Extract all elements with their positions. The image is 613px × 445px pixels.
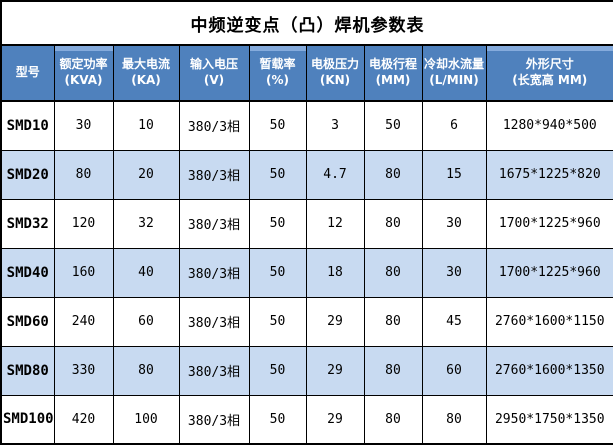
cell-max-current: 100 [112,394,180,445]
cell-rated-power: 80 [53,149,114,200]
model-name: SMD32 [0,198,55,249]
table-row-smd20: SMD20 80 20 380/3相 50 4.7 80 15 1675*122… [0,149,613,200]
model-name: SMD10 [0,100,55,151]
cell-rated-power: 240 [53,296,114,347]
cell-duty-cycle: 50 [248,394,307,445]
cell-electrode-stroke: 80 [363,198,423,249]
cell-input-voltage: 380/3相 [178,345,250,396]
table-row-smd10: SMD10 30 10 380/3相 50 3 50 6 1280*940*50… [0,100,613,151]
model-name: SMD60 [0,296,55,347]
col-header-dimensions: 外形尺寸 (长宽高 MM) [485,44,613,102]
cell-dimensions: 2760*1600*1150 [485,296,613,347]
cell-cooling-water-flow: 45 [421,296,487,347]
cell-input-voltage: 380/3相 [178,394,250,445]
cell-max-current: 60 [112,296,180,347]
cell-max-current: 80 [112,345,180,396]
cell-cooling-water-flow: 80 [421,394,487,445]
cell-electrode-pressure: 29 [305,394,365,445]
cell-rated-power: 330 [53,345,114,396]
cell-duty-cycle: 50 [248,100,307,151]
cell-cooling-water-flow: 15 [421,149,487,200]
cell-electrode-pressure: 29 [305,296,365,347]
cell-electrode-stroke: 80 [363,345,423,396]
col-header-model: 型号 [0,44,55,102]
cell-electrode-pressure: 18 [305,247,365,298]
cell-electrode-stroke: 50 [363,100,423,151]
cell-duty-cycle: 50 [248,198,307,249]
cell-input-voltage: 380/3相 [178,149,250,200]
col-header-rated-power: 额定功率 (KVA) [53,44,114,102]
col-header-electrode-pressure: 电极压力 (KN) [305,44,365,102]
cell-dimensions: 2760*1600*1350 [485,345,613,396]
cell-dimensions: 2950*1750*1350 [485,394,613,445]
cell-electrode-pressure: 4.7 [305,149,365,200]
cell-electrode-stroke: 80 [363,149,423,200]
cell-input-voltage: 380/3相 [178,247,250,298]
cell-electrode-stroke: 80 [363,394,423,445]
col-header-duty-cycle: 暂载率 (%) [248,44,307,102]
cell-duty-cycle: 50 [248,345,307,396]
model-name: SMD80 [0,345,55,396]
cell-rated-power: 120 [53,198,114,249]
cell-electrode-stroke: 80 [363,296,423,347]
model-name: SMD20 [0,149,55,200]
table-title: 中频逆变点（凸）焊机参数表 [0,0,613,46]
cell-electrode-pressure: 12 [305,198,365,249]
col-header-input-voltage: 输入电压 (V) [178,44,250,102]
cell-duty-cycle: 50 [248,296,307,347]
cell-dimensions: 1700*1225*960 [485,247,613,298]
cell-rated-power: 160 [53,247,114,298]
model-name: SMD40 [0,247,55,298]
col-header-cooling-water-flow: 冷却水流量 (L/MIN) [421,44,487,102]
table-row-smd60: SMD60 240 60 380/3相 50 29 80 45 2760*160… [0,296,613,347]
col-header-max-current: 最大电流 (KA) [112,44,180,102]
cell-rated-power: 30 [53,100,114,151]
model-name: SMD100 [0,394,55,445]
cell-max-current: 10 [112,100,180,151]
table-row-smd80: SMD80 330 80 380/3相 50 29 80 60 2760*160… [0,345,613,396]
cell-duty-cycle: 50 [248,149,307,200]
cell-max-current: 32 [112,198,180,249]
cell-dimensions: 1700*1225*960 [485,198,613,249]
cell-electrode-pressure: 3 [305,100,365,151]
cell-dimensions: 1280*940*500 [485,100,613,151]
cell-cooling-water-flow: 30 [421,198,487,249]
cell-cooling-water-flow: 6 [421,100,487,151]
cell-max-current: 20 [112,149,180,200]
cell-cooling-water-flow: 60 [421,345,487,396]
cell-input-voltage: 380/3相 [178,100,250,151]
table-row-smd40: SMD40 160 40 380/3相 50 18 80 30 1700*122… [0,247,613,298]
cell-input-voltage: 380/3相 [178,296,250,347]
cell-rated-power: 420 [53,394,114,445]
column-header-row: 型号 额定功率 (KVA) 最大电流 (KA) 输入电压 (V) 暂载率 (%)… [0,44,613,102]
cell-electrode-pressure: 29 [305,345,365,396]
cell-dimensions: 1675*1225*820 [485,149,613,200]
cell-input-voltage: 380/3相 [178,198,250,249]
table-row-smd100: SMD100 420 100 380/3相 50 29 80 80 2950*1… [0,394,613,445]
cell-max-current: 40 [112,247,180,298]
table-row-smd32: SMD32 120 32 380/3相 50 12 80 30 1700*122… [0,198,613,249]
cell-duty-cycle: 50 [248,247,307,298]
cell-cooling-water-flow: 30 [421,247,487,298]
title-row: 中频逆变点（凸）焊机参数表 [0,0,613,46]
cell-electrode-stroke: 80 [363,247,423,298]
col-header-electrode-stroke: 电极行程 (MM) [363,44,423,102]
